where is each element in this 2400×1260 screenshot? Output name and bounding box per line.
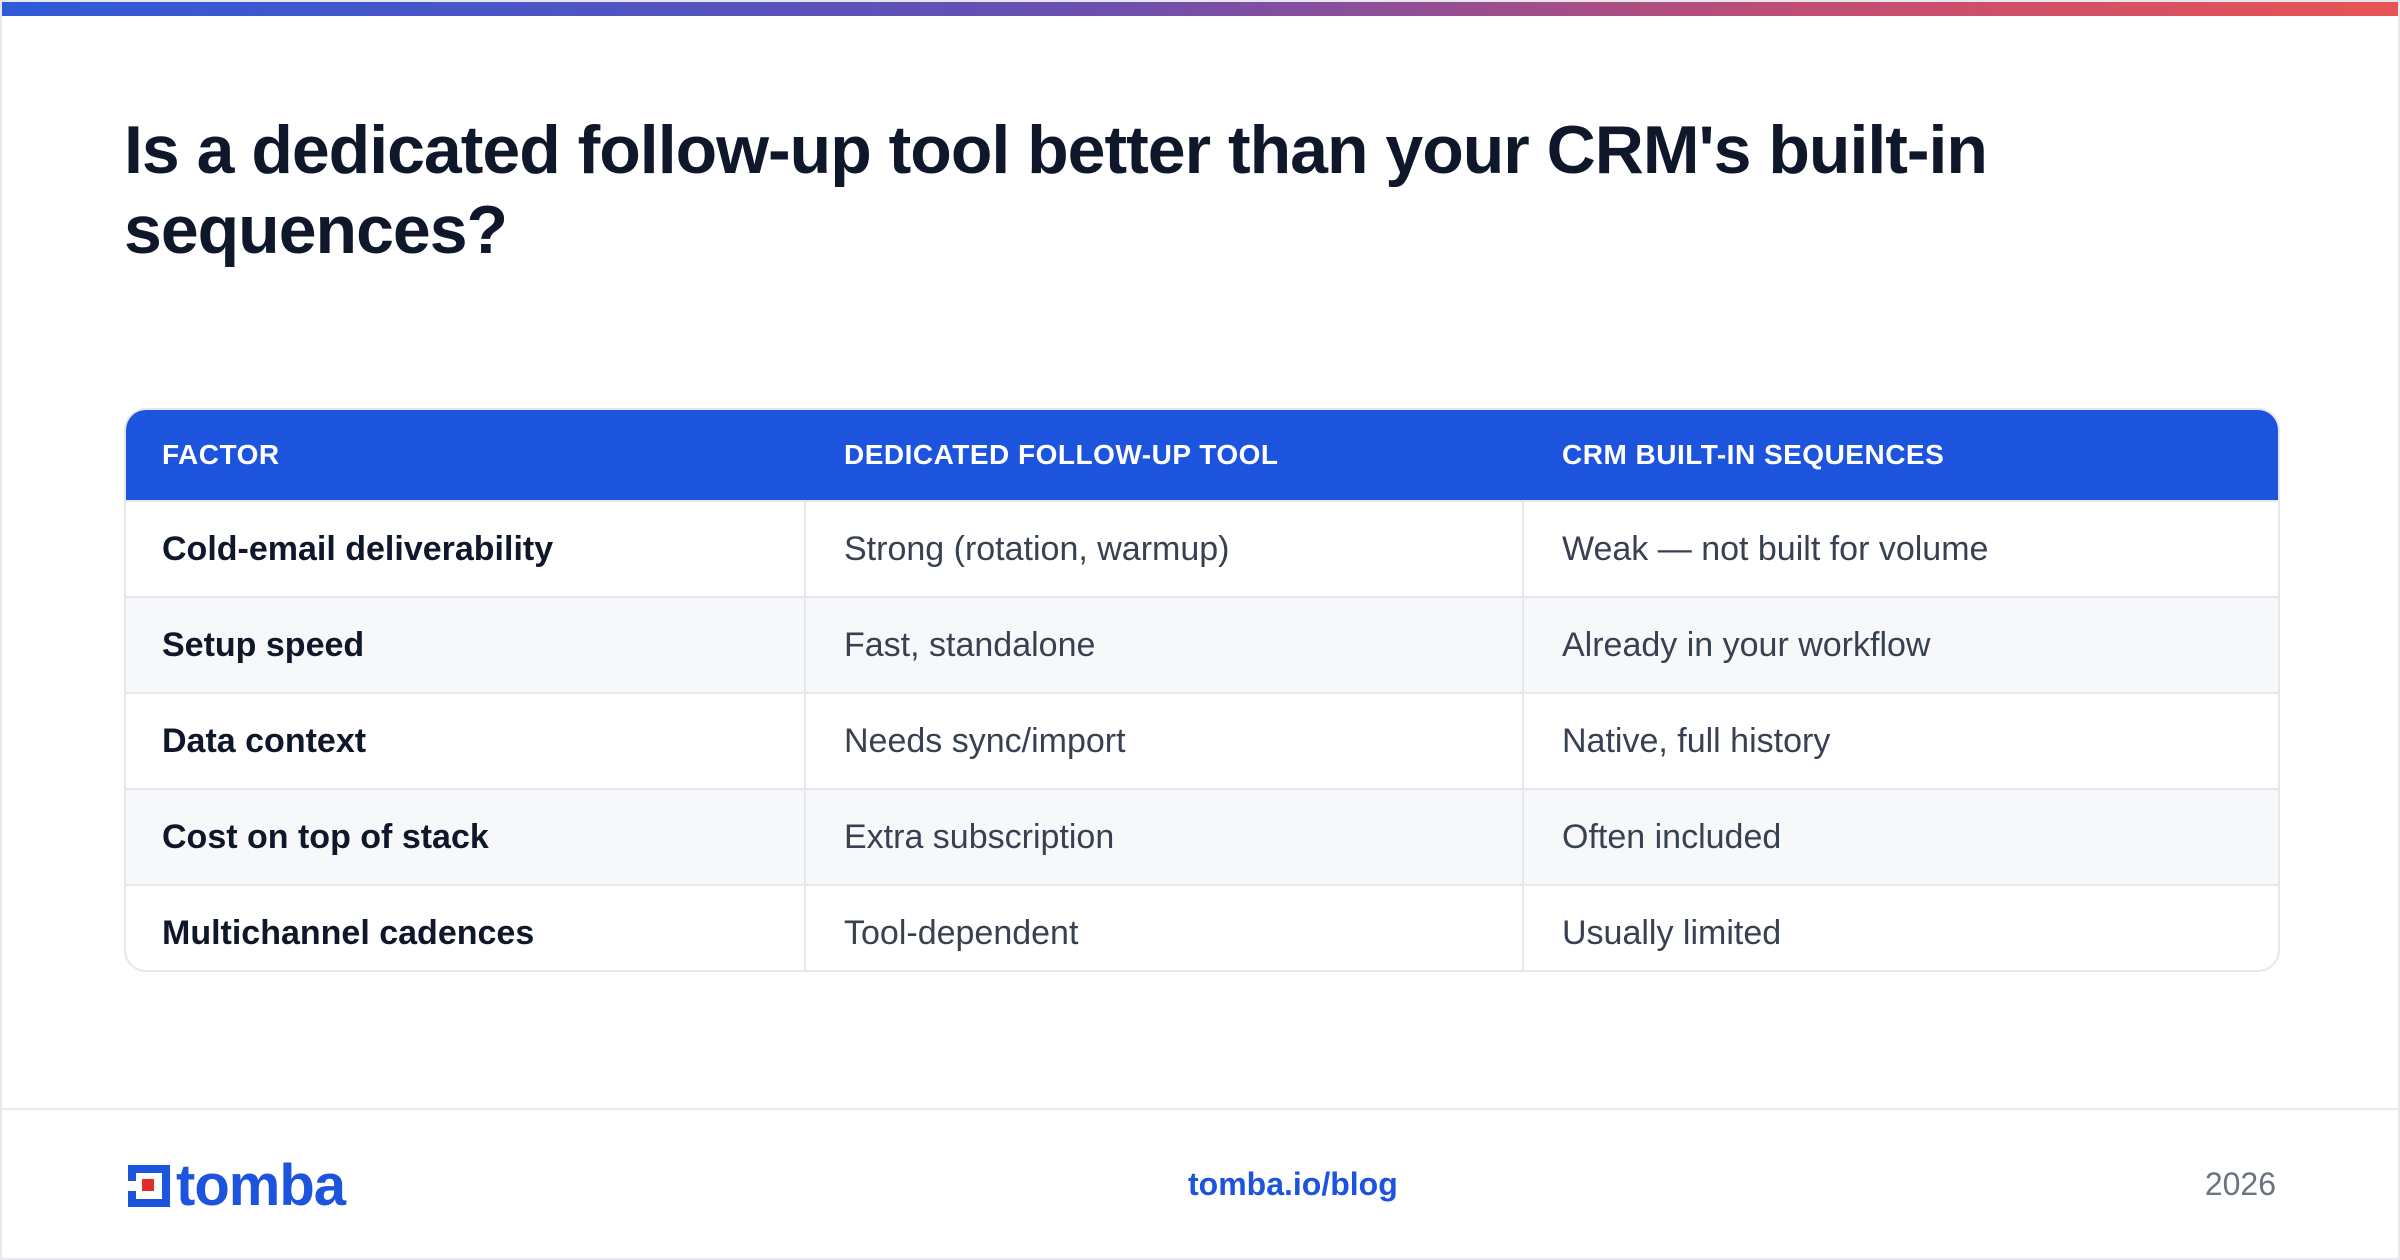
table-header: FACTOR DEDICATED FOLLOW-UP TOOL CRM BUIL… [126, 410, 2278, 500]
header-dedicated-tool: DEDICATED FOLLOW-UP TOOL [844, 439, 1279, 470]
row-factor: Data context [126, 694, 806, 788]
blog-link[interactable]: tomba.io/blog [1188, 1166, 1398, 1202]
row-crm-value: Already in your workflow [1562, 625, 1931, 664]
row-dedicated-value: Extra subscription [806, 790, 1524, 884]
row-dedicated-value: Tool-dependent [806, 886, 1524, 970]
page-title: Is a dedicated follow-up tool better tha… [124, 112, 1988, 268]
table-row: Cold-email deliverability Strong (rotati… [126, 500, 2278, 596]
row-dedicated-value: Fast, standalone [806, 598, 1524, 692]
logo-wordmark: tomba [176, 1153, 346, 1218]
tomba-logo[interactable]: tomba [124, 1153, 346, 1218]
table-row: Cost on top of stack Extra subscription … [126, 788, 2278, 884]
comparison-table: FACTOR DEDICATED FOLLOW-UP TOOL CRM BUIL… [124, 408, 2280, 972]
table-row: Data context Needs sync/import Native, f… [126, 692, 2278, 788]
row-crm-value: Native, full history [1562, 721, 1831, 760]
row-crm-value: Usually limited [1562, 913, 1782, 952]
footer-divider [2, 1108, 2398, 1110]
table-row: Multichannel cadences Tool-dependent Usu… [126, 884, 2278, 970]
row-factor: Cold-email deliverability [126, 502, 806, 596]
tomba-logo-icon [128, 1165, 170, 1207]
top-gradient-bar [2, 2, 2398, 16]
header-factor: FACTOR [162, 439, 280, 470]
table-row: Setup speed Fast, standalone Already in … [126, 596, 2278, 692]
row-crm-value: Weak — not built for volume [1562, 529, 1989, 568]
row-dedicated-value: Strong (rotation, warmup) [806, 502, 1524, 596]
row-factor: Setup speed [126, 598, 806, 692]
row-factor: Multichannel cadences [126, 886, 806, 970]
row-factor: Cost on top of stack [126, 790, 806, 884]
footer-year: 2026 [2204, 1166, 2276, 1202]
row-crm-value: Often included [1562, 817, 1782, 856]
header-crm-sequences: CRM BUILT-IN SEQUENCES [1562, 439, 1945, 470]
row-dedicated-value: Needs sync/import [806, 694, 1524, 788]
